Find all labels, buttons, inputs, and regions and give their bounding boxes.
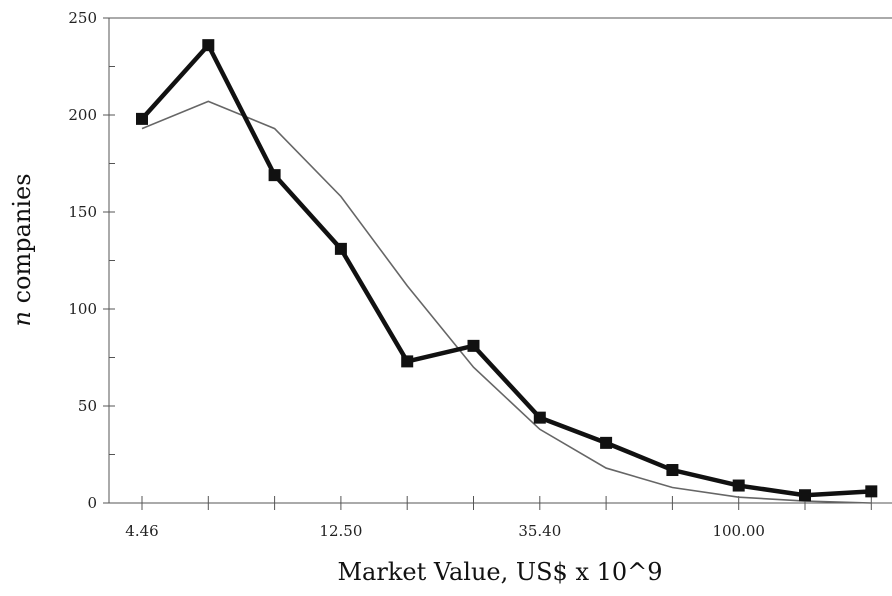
data-point-marker <box>600 436 613 449</box>
x-tick-label: 35.40 <box>518 522 561 540</box>
y-axis-title-rest: companies <box>8 173 36 311</box>
y-tick-label: 50 <box>78 397 97 415</box>
x-tick-label: 12.50 <box>319 522 362 540</box>
data-point-marker <box>268 169 281 182</box>
x-tick-label: 100.00 <box>712 522 765 540</box>
data-point-marker <box>732 479 745 492</box>
data-point-marker <box>467 339 480 352</box>
axes: 0 50 100 150 200 250 4.46 12.50 35.40 100.00 <box>68 9 892 540</box>
data-point-marker <box>799 489 811 502</box>
y-axis-title-italic: n <box>8 311 36 326</box>
y-axis-title: n companies <box>8 173 36 326</box>
data-point-marker <box>202 39 215 52</box>
data-point-marker <box>865 485 878 498</box>
data-point-marker <box>136 112 148 125</box>
y-tick-label: 200 <box>68 106 97 124</box>
y-tick-label: 250 <box>68 9 97 27</box>
data-point-marker <box>533 411 546 424</box>
y-tick-label: 0 <box>87 494 97 512</box>
series-layer <box>136 39 878 504</box>
data-point-marker <box>666 464 679 477</box>
series-line-observed <box>140 41 872 498</box>
y-tick-label: 150 <box>68 203 97 221</box>
y-tick-label: 100 <box>68 300 97 318</box>
series-line-fitted <box>141 100 872 504</box>
data-point-marker <box>334 242 347 255</box>
x-axis-title: Market Value, US$ x 10^9 <box>337 558 662 586</box>
data-point-marker <box>401 355 414 368</box>
x-tick-label: 4.46 <box>125 522 158 540</box>
